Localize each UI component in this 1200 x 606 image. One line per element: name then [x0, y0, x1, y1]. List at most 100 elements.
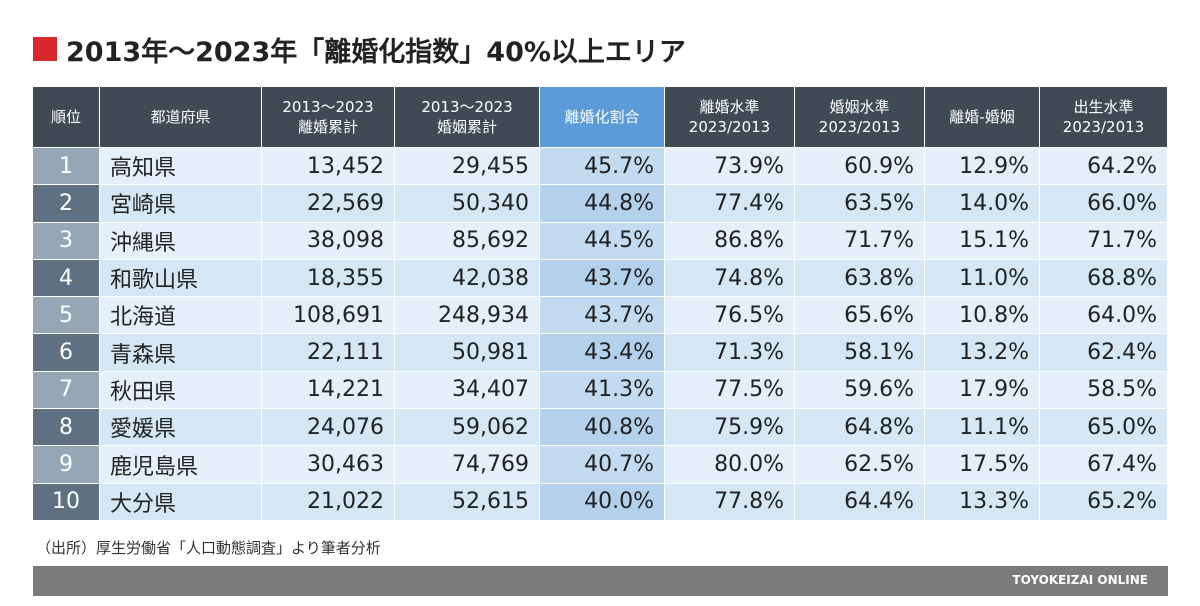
value-cell: 30,463	[262, 446, 395, 484]
source-note: （出所）厚生労働省「人口動態調査」より筆者分析	[36, 539, 381, 557]
header-cell: 婚姻水準 2023/2013	[795, 87, 925, 148]
header-text: 順位	[50, 108, 81, 126]
value-cell: 74.8%	[665, 259, 795, 298]
value-cell: 10.8%	[925, 297, 1040, 335]
value-cell: 71.7%	[1040, 222, 1168, 260]
header-cell: 離婚水準 2023/2013	[665, 87, 795, 148]
value-cell: 75.9%	[665, 409, 795, 447]
rank-cell: 4	[33, 259, 100, 298]
value-cell: 17.9%	[925, 371, 1040, 410]
value-cell: 60.9%	[795, 148, 925, 186]
prefecture-cell: 高知県	[100, 148, 262, 186]
value-cell: 45.7%	[540, 148, 665, 186]
value-cell: 17.5%	[925, 446, 1040, 484]
value-cell: 76.5%	[665, 297, 795, 335]
value-cell: 66.0%	[1040, 185, 1168, 223]
header-text: 2013〜2023	[421, 98, 513, 116]
rank-cell: 1	[33, 148, 100, 186]
value-cell: 77.4%	[665, 185, 795, 223]
value-cell: 71.7%	[795, 222, 925, 260]
value-cell: 62.5%	[795, 446, 925, 484]
prefecture-cell: 沖縄県	[100, 222, 262, 260]
footer-bar: TOYOKEIZAI ONLINE	[33, 566, 1168, 596]
header-text: 2023/2013	[818, 118, 901, 136]
table: 順位 都道府県 2013〜2023 離婚累計 2013〜2023 婚姻累計 離婚化割合 離婚水…	[33, 87, 1168, 521]
value-cell: 21,022	[262, 483, 395, 521]
table-row: 5 北海道 108,691 248,934 43.7% 76.5% 65.6% 10.8% 64…	[33, 297, 1168, 335]
header-text: 離婚-婚姻	[949, 108, 1015, 126]
value-cell: 44.5%	[540, 222, 665, 260]
value-cell: 64.8%	[795, 409, 925, 447]
value-cell: 64.4%	[795, 483, 925, 521]
value-cell: 34,407	[395, 371, 540, 410]
value-cell: 41.3%	[540, 371, 665, 410]
value-cell: 58.1%	[795, 334, 925, 372]
rank-cell: 3	[33, 222, 100, 260]
value-cell: 38,098	[262, 222, 395, 260]
header-cell: 順位	[33, 87, 100, 148]
header-cell: 2013〜2023 婚姻累計	[395, 87, 540, 148]
value-cell: 13.2%	[925, 334, 1040, 372]
value-cell: 14.0%	[925, 185, 1040, 223]
value-cell: 58.5%	[1040, 371, 1168, 410]
rank-cell: 6	[33, 334, 100, 372]
value-cell: 42,038	[395, 259, 540, 298]
header-text: 婚姻累計	[436, 118, 497, 136]
rank-cell: 10	[33, 483, 100, 521]
prefecture-cell: 青森県	[100, 334, 262, 372]
value-cell: 65.6%	[795, 297, 925, 335]
header-text: 2023/2013	[1062, 118, 1145, 136]
value-cell: 74,769	[395, 446, 540, 484]
header-cell: 離婚化割合	[540, 87, 665, 148]
value-cell: 13.3%	[925, 483, 1040, 521]
table-row: 7 秋田県 14,221 34,407 41.3% 77.5% 59.6% 17.9% 58.5…	[33, 371, 1168, 410]
value-cell: 43.4%	[540, 334, 665, 372]
header-row: 順位 都道府県 2013〜2023 離婚累計 2013〜2023 婚姻累計 離婚化割合 離婚水…	[33, 87, 1168, 148]
header-text: 離婚累計	[297, 118, 358, 136]
value-cell: 85,692	[395, 222, 540, 260]
value-cell: 43.7%	[540, 297, 665, 335]
prefecture-cell: 大分県	[100, 483, 262, 521]
value-cell: 67.4%	[1040, 446, 1168, 484]
value-cell: 43.7%	[540, 259, 665, 298]
prefecture-cell: 秋田県	[100, 371, 262, 410]
prefecture-cell: 愛媛県	[100, 409, 262, 447]
value-cell: 29,455	[395, 148, 540, 186]
table-row: 3 沖縄県 38,098 85,692 44.5% 86.8% 71.7% 15.1% 71.7…	[33, 222, 1168, 260]
header-text: 2013〜2023	[282, 98, 374, 116]
value-cell: 24,076	[262, 409, 395, 447]
value-cell: 248,934	[395, 297, 540, 335]
value-cell: 63.5%	[795, 185, 925, 223]
rank-cell: 2	[33, 185, 100, 223]
value-cell: 62.4%	[1040, 334, 1168, 372]
value-cell: 44.8%	[540, 185, 665, 223]
value-cell: 50,340	[395, 185, 540, 223]
header-cell: 出生水準 2023/2013	[1040, 87, 1168, 148]
value-cell: 13,452	[262, 148, 395, 186]
header-cell: 都道府県	[100, 87, 262, 148]
header-text: 都道府県	[150, 108, 211, 126]
prefecture-cell: 鹿児島県	[100, 446, 262, 484]
table-row: 1 高知県 13,452 29,455 45.7% 73.9% 60.9% 12.9% 64.2…	[33, 148, 1168, 186]
value-cell: 40.8%	[540, 409, 665, 447]
value-cell: 86.8%	[665, 222, 795, 260]
value-cell: 77.8%	[665, 483, 795, 521]
value-cell: 11.0%	[925, 259, 1040, 298]
value-cell: 80.0%	[665, 446, 795, 484]
prefecture-cell: 宮崎県	[100, 185, 262, 223]
value-cell: 64.0%	[1040, 297, 1168, 335]
prefecture-cell: 和歌山県	[100, 259, 262, 298]
value-cell: 77.5%	[665, 371, 795, 410]
value-cell: 11.1%	[925, 409, 1040, 447]
header-text: 出生水準	[1073, 98, 1134, 116]
table-row: 2 宮崎県 22,569 50,340 44.8% 77.4% 63.5% 14.0% 66.0…	[33, 185, 1168, 223]
table-row: 8 愛媛県 24,076 59,062 40.8% 75.9% 64.8% 11.1% 65.0…	[33, 409, 1168, 447]
table-row: 4 和歌山県 18,355 42,038 43.7% 74.8% 63.8% 11.0% 68.…	[33, 259, 1168, 298]
value-cell: 22,569	[262, 185, 395, 223]
value-cell: 63.8%	[795, 259, 925, 298]
table-row: 10 大分県 21,022 52,615 40.0% 77.8% 64.4% 13.3% 65.…	[33, 483, 1168, 521]
value-cell: 15.1%	[925, 222, 1040, 260]
value-cell: 108,691	[262, 297, 395, 335]
value-cell: 18,355	[262, 259, 395, 298]
table-row: 6 青森県 22,111 50,981 43.4% 71.3% 58.1% 13.2% 62.4…	[33, 334, 1168, 372]
